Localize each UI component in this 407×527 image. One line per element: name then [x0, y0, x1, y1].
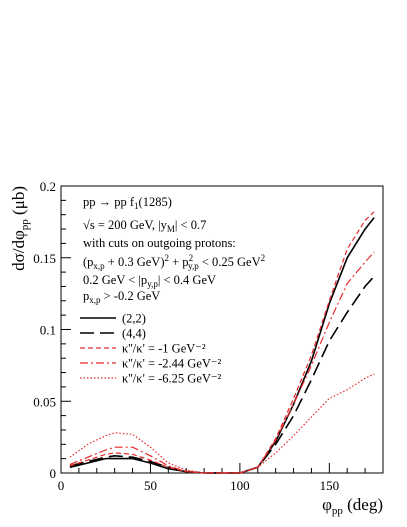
legend-label-0: (2,2) [122, 312, 146, 326]
annotation-cut-3: px,p > -0.2 GeV [83, 289, 160, 305]
annotation-cut-1: (px,p + 0.3 GeV)2 + p2 y,p < 0.25 GeV2 [83, 253, 265, 271]
y-tick-label: 0.15 [33, 251, 56, 266]
x-tick-label: 50 [144, 478, 157, 493]
x-axis-title: φpp (deg) [322, 495, 383, 517]
x-tick-label: 0 [58, 478, 65, 493]
annotation-cut-2: 0.2 GeV < |py,p| < 0.4 GeV [83, 273, 216, 289]
legend-label-1: (4,4) [122, 327, 146, 341]
legend-label-4: κ''/κ' = -6.25 GeV⁻² [122, 372, 221, 386]
y-axis-title: dσ/dφpp (μb) [9, 186, 31, 271]
y-tick-label: 0.05 [33, 394, 56, 409]
series-line-1 [69, 275, 375, 474]
series-curves [69, 211, 375, 474]
annotation-cuts-title: with cuts on outgoing protons: [83, 236, 236, 250]
axis-tick-labels: 0 50 100 150 0 0.05 0.1 0.15 0.2 [33, 179, 339, 493]
x-tick-label: 100 [230, 478, 250, 493]
annotation-block: pp → pp f1(1285) √s = 200 GeV, |yM| < 0.… [83, 195, 265, 305]
legend-label-3: κ''/κ' = -2.44 GeV⁻² [122, 357, 221, 371]
series-line-3 [69, 251, 375, 474]
annotation-energy: √s = 200 GeV, |yM| < 0.7 [83, 218, 206, 234]
legend-label-2: κ''/κ' = -1 GeV⁻² [122, 342, 206, 356]
y-tick-label: 0 [50, 466, 57, 481]
y-tick-label: 0.2 [40, 179, 56, 194]
annotation-process: pp → pp f1(1285) [83, 195, 172, 211]
series-line-2 [69, 211, 375, 474]
y-tick-label: 0.1 [40, 323, 56, 338]
axis-ticks [60, 185, 384, 474]
x-tick-label: 150 [320, 478, 340, 493]
legend: (2,2)(4,4)κ''/κ' = -1 GeV⁻²κ''/κ' = -2.4… [80, 312, 221, 386]
